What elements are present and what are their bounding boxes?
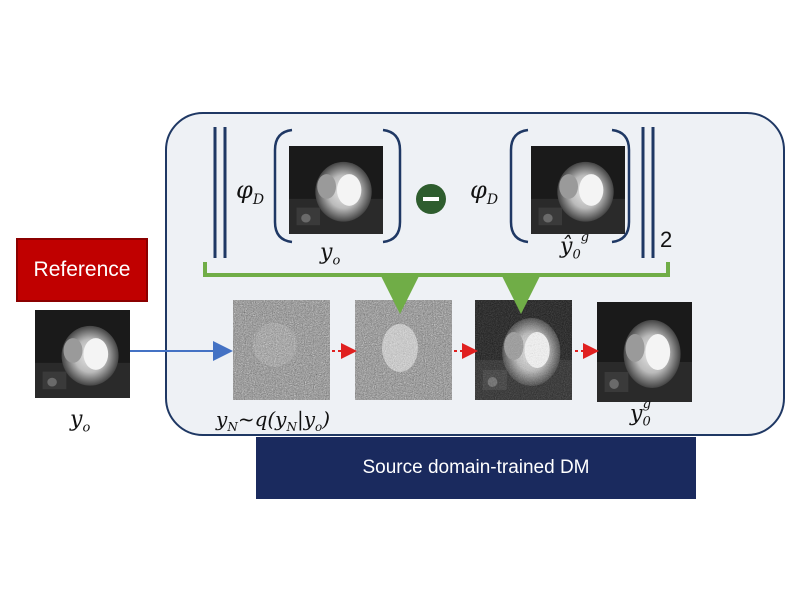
- reference-label-box: Reference: [16, 238, 148, 302]
- dm-label: Source domain-trained DM: [362, 457, 590, 478]
- minus-circle-icon: [416, 184, 446, 214]
- mri-image-yo-top: [289, 146, 383, 234]
- paren-left-1: [273, 128, 293, 244]
- norm-sub-2: 2: [660, 227, 673, 252]
- paren-right-2: [611, 128, 631, 244]
- paren-right-1: [382, 128, 402, 244]
- norm-bars-left: [213, 127, 227, 258]
- label-yN-eq: yN~q(yN|yo): [216, 407, 331, 434]
- label-yo-top: yo: [320, 240, 341, 269]
- mri-image-y0g: [597, 302, 692, 402]
- norm-bars-right: [641, 127, 655, 258]
- noise-image-step2: [355, 300, 452, 400]
- noise-image-yN: [233, 300, 330, 400]
- phi-d-left: φD: [236, 176, 265, 208]
- label-y0g-hat: ŷ0g: [560, 230, 590, 263]
- dm-bar: Source domain-trained DM: [256, 437, 696, 499]
- label-yo-left: yo: [70, 407, 91, 436]
- reference-label: Reference: [33, 258, 131, 281]
- mri-image-y0g-hat: [531, 146, 625, 234]
- paren-left-2: [509, 128, 529, 244]
- green-brace: [203, 262, 670, 314]
- label-y0g: y0g: [630, 397, 652, 430]
- phi-d-right: φD: [470, 176, 499, 208]
- mri-image-reference: [35, 310, 130, 398]
- mri-image-step3: [475, 300, 572, 400]
